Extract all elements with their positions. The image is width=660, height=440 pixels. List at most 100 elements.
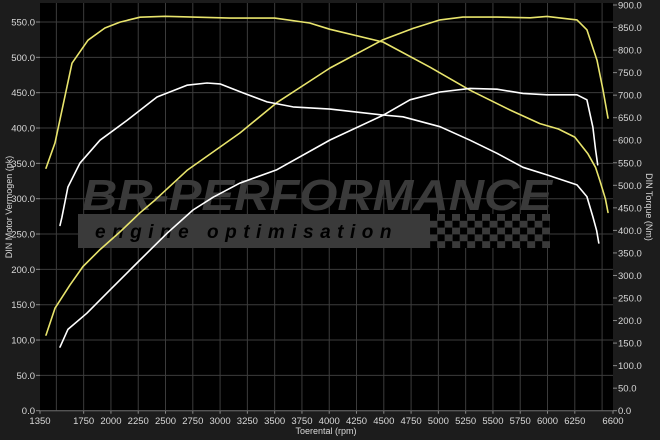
checker-square: [490, 241, 498, 248]
y-right-tick-label: 550.0: [618, 158, 642, 169]
logo-band: [78, 214, 550, 248]
checker-square: [452, 220, 460, 228]
checker-square: [467, 220, 475, 228]
y-left-tick-label: 200.0: [11, 265, 35, 276]
checker-square: [482, 234, 490, 242]
checkered-flag-icon: [430, 214, 550, 248]
x-tick-label: 3750: [291, 416, 312, 427]
checker-square: [497, 234, 505, 242]
checker-square: [482, 220, 490, 228]
logo-tagline: engine optimisation: [95, 222, 398, 243]
x-tick-label: 4500: [373, 416, 394, 427]
y-right-tick-label: 150.0: [618, 339, 642, 350]
x-tick-label: 2500: [155, 416, 176, 427]
checker-square: [527, 234, 535, 242]
checker-square: [445, 241, 453, 248]
checker-square: [535, 214, 542, 221]
checker-square: [460, 227, 468, 235]
checker-square: [497, 220, 505, 228]
x-tick-label: 5000: [428, 416, 449, 427]
checker-square: [467, 234, 475, 242]
series-line-0: [45, 15, 609, 336]
y-axis-left-title: DIN Motor Vermogen (pk): [4, 156, 14, 259]
y-left-tick-label: 100.0: [11, 336, 35, 347]
checker-square: [490, 227, 498, 235]
x-tick-label: 6600: [602, 416, 623, 427]
y-right-tick-label: 900.0: [618, 1, 642, 12]
y-right-tick-label: 750.0: [618, 68, 642, 79]
y-right-tick-label: 200.0: [618, 316, 642, 327]
x-tick-label: 3500: [264, 416, 285, 427]
y-right-tick-label: 0.0: [618, 406, 631, 417]
checker-square: [445, 227, 453, 235]
checker-square: [535, 227, 543, 235]
x-tick-label: 3250: [237, 416, 258, 427]
x-tick-label: 3000: [210, 416, 231, 427]
x-tick-label: 4000: [319, 416, 340, 427]
y-right-tick-label: 650.0: [618, 113, 642, 124]
series-layer: [45, 15, 609, 348]
x-tick-label: 4750: [401, 416, 422, 427]
y-right-tick-label: 700.0: [618, 91, 642, 102]
y-right-tick-label: 250.0: [618, 294, 642, 305]
series-line-3: [59, 82, 600, 244]
y-left-tick-label: 150.0: [11, 300, 35, 311]
y-left-tick-label: 250.0: [11, 230, 35, 241]
axes: 0.0 50.0 100.0 150.0 200.0 250.0 300.0 350.0 400…: [11, 1, 642, 428]
y-right-tick-label: 450.0: [618, 203, 642, 214]
checker-square: [520, 241, 528, 248]
y-left-tick-label: 450.0: [11, 88, 35, 99]
y-left-tick-label: 50.0: [17, 371, 36, 382]
checker-square: [505, 241, 513, 248]
checker-square: [520, 227, 528, 235]
x-tick-label: 2000: [100, 416, 121, 427]
y-left-tick-label: 0.0: [22, 406, 35, 417]
x-tick-label: 1750: [73, 416, 94, 427]
checker-square: [505, 227, 513, 235]
checker-square: [512, 234, 520, 242]
checker-square: [437, 220, 445, 228]
checker-square: [527, 220, 535, 228]
checker-square: [445, 214, 452, 221]
checker-square: [490, 214, 497, 221]
y-right-tick-label: 600.0: [618, 136, 642, 147]
y-axis-right-title: DIN Torque (Nm): [644, 173, 654, 241]
checker-square: [542, 220, 550, 228]
checker-square: [460, 214, 467, 221]
checker-square: [535, 241, 543, 248]
x-tick-label: 5250: [455, 416, 476, 427]
checker-square: [542, 234, 550, 242]
y-left-tick-label: 350.0: [11, 159, 35, 170]
logo-brand: BR-PERFORMANCE: [82, 171, 554, 220]
y-right-tick-label: 300.0: [618, 271, 642, 282]
checker-square: [430, 241, 438, 248]
x-axis-title: Toerental (rpm): [295, 426, 356, 436]
checker-square: [520, 214, 527, 221]
checker-square: [505, 214, 512, 221]
y-right-tick-label: 100.0: [618, 361, 642, 372]
y-left-tick-label: 500.0: [11, 53, 35, 64]
x-tick-label: 6250: [564, 416, 585, 427]
logo-watermark: BR-PERFORMANCE engine optimisation: [78, 171, 554, 248]
x-tick-label: 1350: [29, 416, 50, 427]
checker-square: [437, 234, 445, 242]
y-right-tick-label: 350.0: [618, 248, 642, 259]
checker-square: [452, 234, 460, 242]
checker-square: [475, 241, 483, 248]
checker-square: [512, 220, 520, 228]
checker-square: [430, 214, 437, 221]
checker-square: [475, 214, 482, 221]
y-right-tick-label: 800.0: [618, 46, 642, 57]
x-tick-label: 2250: [128, 416, 149, 427]
x-tick-label: 2750: [182, 416, 203, 427]
series-line-1: [45, 15, 609, 214]
x-tick-label: 6000: [537, 416, 558, 427]
y-right-tick-label: 850.0: [618, 23, 642, 34]
y-left-tick-label: 300.0: [11, 194, 35, 205]
checker-square: [475, 227, 483, 235]
y-right-tick-label: 500.0: [618, 181, 642, 192]
y-left-tick-label: 550.0: [11, 18, 35, 29]
y-left-tick-label: 400.0: [11, 124, 35, 135]
x-tick-label: 4250: [346, 416, 367, 427]
